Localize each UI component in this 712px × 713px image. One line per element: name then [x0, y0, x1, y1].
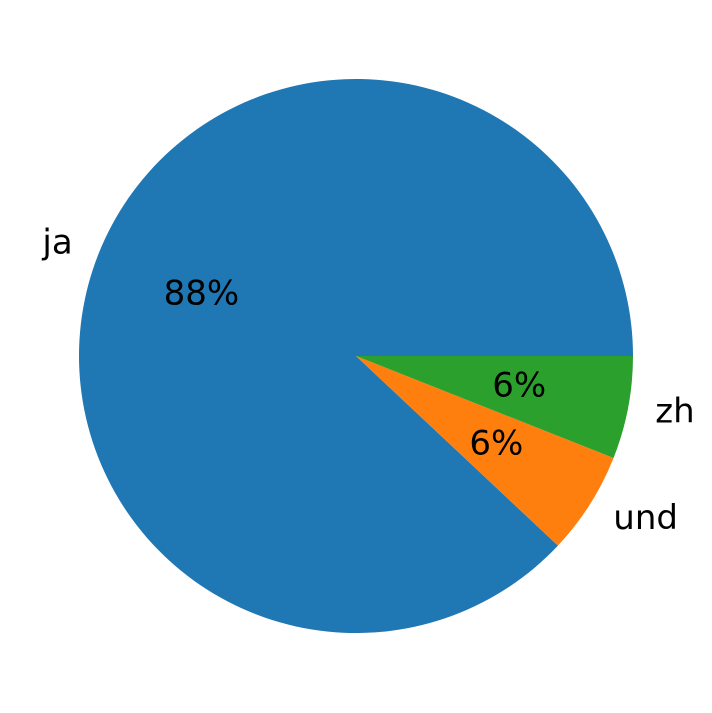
pie-slice [356, 356, 614, 546]
percent-label: 88% [164, 273, 240, 313]
percent-label: 6% [492, 366, 546, 406]
pie-slice [79, 79, 633, 634]
pie-slice [356, 356, 633, 458]
slice-label: ja [41, 222, 72, 262]
slice-label: zh [655, 392, 694, 432]
slice-label: und [613, 498, 678, 538]
percent-label: 6% [469, 424, 523, 464]
